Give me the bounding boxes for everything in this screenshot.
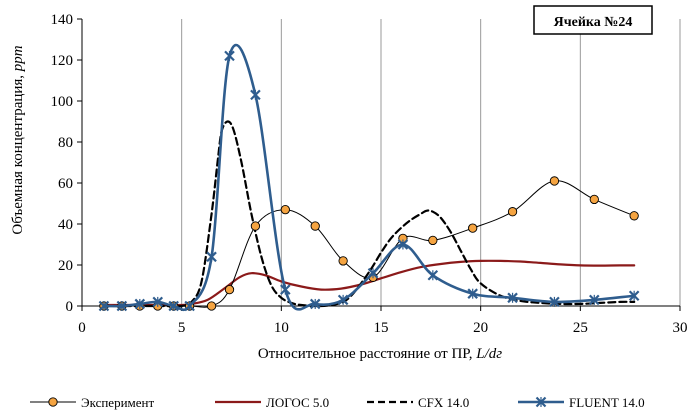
legend: Эксперимент ЛОГОС 5.0 CFX 14.0 FLUENT 14.0 (30, 395, 645, 410)
cell-badge-text: Ячейка №24 (554, 15, 633, 30)
experiment-point (589, 194, 599, 205)
legend-label: CFX 14.0 (418, 395, 469, 410)
legend-label: FLUENT 14.0 (569, 395, 645, 410)
x-tick-label: 5 (178, 320, 186, 336)
experiment-point (280, 204, 290, 215)
fluent-point (309, 298, 321, 310)
series-line-fluent-14-0 (102, 43, 636, 312)
fluent-point (427, 269, 439, 281)
gridlines (181, 19, 681, 306)
fluent-point (367, 267, 379, 279)
legend-item-эксперимент: Эксперимент (30, 395, 154, 410)
fluent-point (224, 50, 235, 62)
fluent-point (628, 290, 640, 302)
experiment-point (428, 235, 438, 246)
x-tick-label: 30 (673, 320, 688, 336)
fluent-point (152, 296, 164, 308)
series-line-эксперимент (103, 180, 635, 308)
x-tick-label: 0 (78, 320, 86, 336)
legend-label: Эксперимент (81, 395, 154, 410)
fluent-point (535, 396, 547, 408)
y-axis-label: Объемная концентрация, ppm (10, 45, 26, 234)
cell-badge: Ячейка №24 (533, 5, 653, 35)
experiment-point (48, 397, 58, 407)
experiment-point (206, 301, 217, 311)
experiment-point (549, 176, 560, 186)
series-group (98, 43, 640, 312)
fluent-point (134, 298, 146, 310)
fluent-point (250, 89, 261, 101)
x-axis-label: Относительное расстояние от ПР, L/dг (258, 346, 502, 362)
y-tick-label: 20 (58, 258, 73, 274)
experiment-point (338, 256, 348, 266)
fluent-point (549, 296, 560, 308)
legend-label: ЛОГОС 5.0 (266, 395, 329, 410)
experiment-point (629, 211, 639, 221)
fluent-point (116, 300, 128, 312)
experiment-point (310, 221, 320, 231)
y-tick-label: 0 (66, 299, 74, 315)
series-markers-fluent-14-0 (98, 50, 640, 312)
x-tick-label: 25 (573, 320, 588, 336)
experiment-point (507, 207, 518, 217)
legend-item-cfx-14-0: CFX 14.0 (367, 395, 469, 410)
y-tick-label: 40 (58, 217, 73, 233)
fluent-point (589, 294, 600, 306)
fluent-point (280, 284, 291, 295)
legend-item-логос-5-0: ЛОГОС 5.0 (215, 395, 329, 410)
experiment-point (250, 221, 261, 231)
fluent-point (467, 288, 478, 299)
y-tick-label: 140 (51, 12, 74, 28)
y-tick-label: 60 (58, 176, 73, 192)
x-tick-label: 15 (374, 320, 389, 336)
fluent-point (337, 294, 349, 306)
fluent-point (168, 300, 179, 312)
fluent-point (184, 300, 195, 312)
cell-badge-box (533, 5, 653, 35)
y-tick-label: 120 (51, 53, 74, 69)
legend-item-fluent-14-0: FLUENT 14.0 (518, 395, 645, 410)
tick-labels: 0 20 40 60 80 100 120 140 0 5 10 15 20 25 30 (51, 12, 688, 336)
x-tick-label: 20 (473, 320, 488, 336)
series-markers-эксперимент (99, 176, 639, 311)
experiment-point (224, 284, 235, 295)
fluent-point (397, 239, 409, 250)
y-tick-label: 100 (51, 94, 74, 110)
fluent-point (98, 300, 110, 312)
x-tick-label: 10 (274, 320, 289, 336)
experiment-point (468, 223, 478, 233)
fluent-point (206, 251, 217, 263)
y-tick-label: 80 (58, 135, 73, 151)
fluent-point (507, 292, 518, 304)
